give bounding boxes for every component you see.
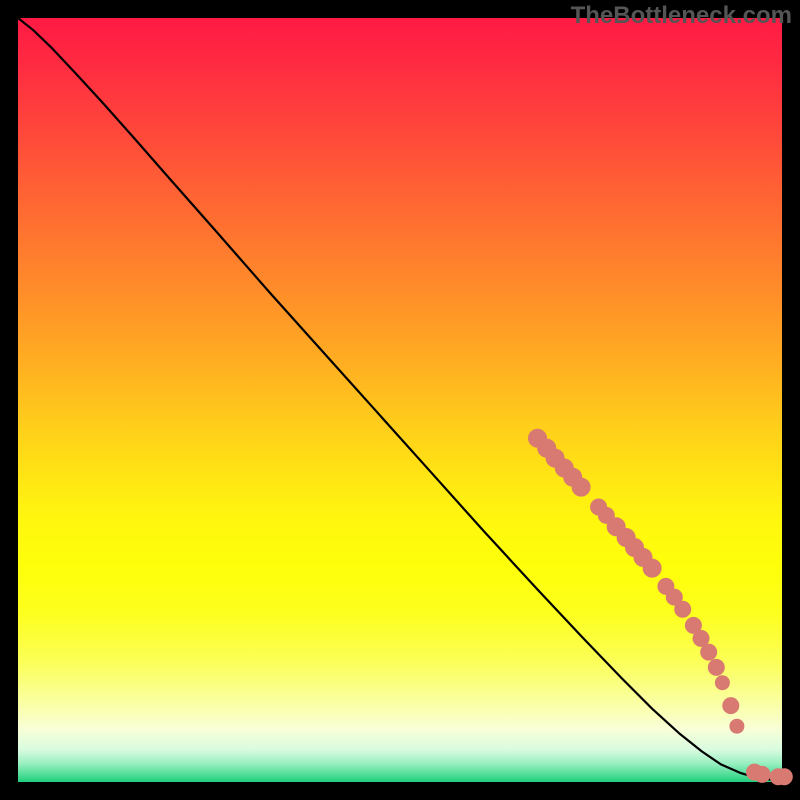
data-marker (701, 644, 717, 660)
chart-svg (0, 0, 800, 800)
data-marker (754, 766, 770, 782)
chart-stage: TheBottleneck.com (0, 0, 800, 800)
data-marker (675, 601, 691, 617)
data-marker (708, 659, 724, 675)
data-marker (723, 698, 739, 714)
data-marker (776, 769, 792, 785)
data-marker (572, 478, 590, 496)
data-marker (715, 676, 729, 690)
data-marker (730, 719, 744, 733)
gradient-plot-area (18, 18, 782, 782)
data-marker (643, 559, 661, 577)
